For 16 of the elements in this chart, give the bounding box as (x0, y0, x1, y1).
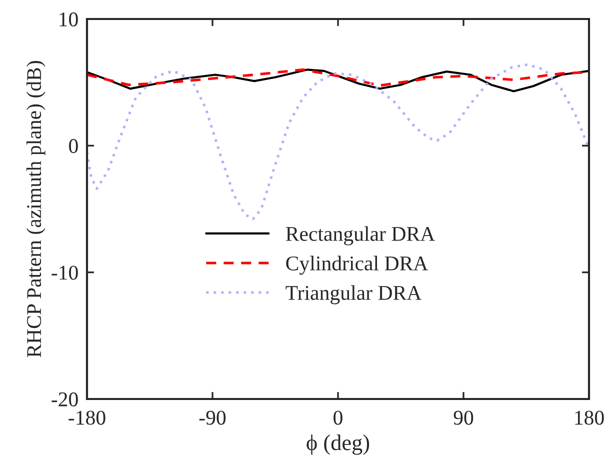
legend-label: Cylindrical DRA (286, 256, 428, 275)
x-tick-label: -90 (199, 410, 226, 425)
legend-label: Triangular DRA (286, 285, 422, 304)
y-tick-label: -10 (52, 266, 78, 280)
x-tick-label: 90 (454, 410, 474, 425)
x-tick-label: -180 (68, 410, 106, 425)
x-tick-label: 180 (575, 410, 604, 425)
y-tick-label: 10 (60, 12, 78, 26)
line-series (87, 68, 589, 92)
x-axis-title: ϕ (deg) (306, 434, 370, 455)
y-tick-label: 0 (69, 139, 78, 154)
legend-label: Rectangular DRA (286, 226, 436, 246)
y-axis-title: RHCP Pattern (azimuth plane) (dB) (26, 61, 46, 358)
y-tick-label: -20 (52, 392, 78, 406)
line-series (87, 63, 589, 220)
x-tick-label: 0 (334, 410, 342, 425)
